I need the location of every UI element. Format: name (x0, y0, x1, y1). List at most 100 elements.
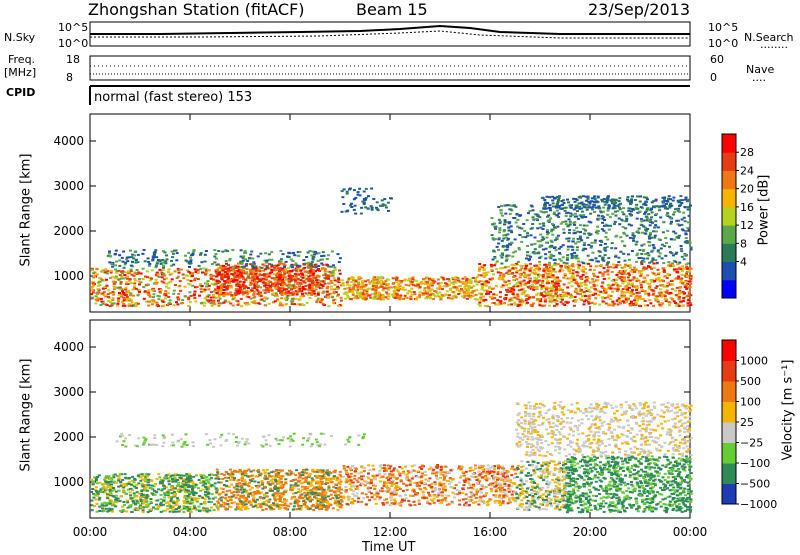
echo-cell (574, 213, 577, 215)
echo-cell (193, 505, 196, 507)
echo-cell (636, 299, 639, 301)
echo-cell (114, 264, 117, 266)
echo-cell (544, 298, 547, 300)
echo-cell (121, 272, 124, 274)
echo-cell (644, 233, 647, 235)
echo-cell (686, 227, 689, 229)
echo-cell (349, 204, 352, 206)
echo-cell (599, 244, 602, 246)
echo-cell (678, 296, 681, 298)
echo-cell (566, 199, 569, 201)
echo-cell (253, 296, 256, 298)
echo-cell (172, 253, 175, 255)
echo-cell (578, 264, 581, 266)
echo-cell (151, 303, 154, 305)
echo-cell (112, 294, 115, 296)
echo-cell (232, 298, 235, 300)
echo-cell (317, 265, 320, 267)
echo-cell (674, 261, 677, 263)
echo-cell (542, 274, 545, 276)
echo-cell (106, 270, 109, 272)
echo-cell (440, 282, 443, 284)
echo-cell (142, 502, 145, 504)
echo-cell (580, 289, 583, 291)
echo-cell (317, 260, 320, 262)
echo-cell (666, 230, 669, 232)
echo-cell (621, 292, 624, 294)
echo-cell (471, 290, 474, 292)
echo-cell (202, 489, 205, 491)
echo-cell (589, 291, 592, 293)
echo-cell (133, 278, 136, 280)
echo-cell (632, 232, 635, 234)
echo-cell (333, 277, 336, 279)
echo-cell (688, 270, 691, 272)
echo-cell (284, 304, 287, 306)
echo-cell (687, 302, 690, 304)
echo-cell (508, 280, 511, 282)
echo-cell (630, 224, 633, 226)
echo-cell (142, 278, 145, 280)
echo-cell (244, 258, 247, 260)
echo-cell (427, 286, 430, 288)
echo-cell (205, 250, 208, 252)
echo-cell (177, 269, 180, 271)
echo-cell (556, 277, 559, 279)
echo-cell (583, 300, 586, 302)
ytick-label: 4000 (53, 134, 84, 148)
echo-cell (128, 300, 131, 302)
echo-cell (507, 238, 510, 240)
echo-cell (112, 291, 115, 293)
echo-cell (685, 237, 688, 239)
echo-cell (376, 276, 379, 278)
echo-cell (100, 301, 103, 303)
echo-cell (201, 477, 204, 479)
echo-cell (548, 204, 551, 206)
echo-cell (590, 287, 593, 289)
echo-cell (207, 496, 210, 498)
echo-cell (464, 276, 467, 278)
echo-cell (618, 197, 621, 199)
echo-cell (667, 282, 670, 284)
echo-cell (156, 302, 159, 304)
echo-cell (363, 289, 366, 291)
echo-cell (623, 279, 626, 281)
echo-cell (135, 259, 138, 261)
echo-cell (119, 510, 122, 512)
echo-cell (531, 223, 534, 225)
echo-cell (542, 277, 545, 279)
echo-cell (511, 256, 514, 258)
echo-cell (519, 214, 522, 216)
echo-cell (312, 270, 315, 272)
echo-cell (643, 266, 646, 268)
echo-cell (245, 271, 248, 273)
echo-cell (299, 270, 302, 272)
echo-cell (214, 482, 217, 484)
echo-cell (534, 272, 537, 274)
echo-cell (215, 276, 218, 278)
echo-cell (671, 280, 674, 282)
echo-cell (605, 288, 608, 290)
echo-cell (147, 305, 150, 307)
echo-cell (210, 297, 213, 299)
echo-cell (220, 276, 223, 278)
echo-cell (599, 291, 602, 293)
echo-cell (579, 277, 582, 279)
echo-cell (507, 304, 510, 306)
echo-cell (674, 208, 677, 210)
echo-cell (498, 231, 501, 233)
echo-cell (271, 277, 274, 279)
echo-cell (106, 285, 109, 287)
echo-cell (267, 283, 270, 285)
echo-cell (257, 255, 260, 257)
echo-cell (418, 294, 421, 296)
echo-cell (419, 282, 422, 284)
echo-cell (241, 266, 244, 268)
echo-cell (524, 236, 527, 238)
echo-cell (187, 271, 190, 273)
echo-cell (534, 252, 537, 254)
echo-cell (607, 269, 610, 271)
echo-cell (564, 221, 567, 223)
echo-cell (194, 277, 197, 279)
